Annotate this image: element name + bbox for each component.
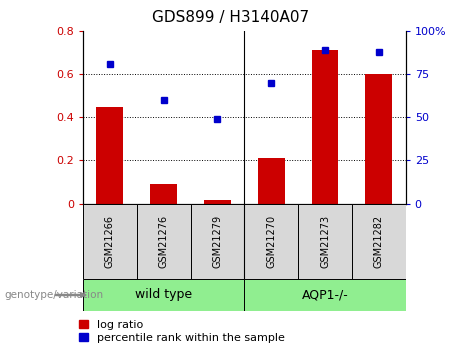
Bar <box>137 204 190 279</box>
Bar <box>258 158 284 204</box>
Bar <box>83 279 244 311</box>
Text: AQP1-/-: AQP1-/- <box>301 288 349 302</box>
Bar <box>244 204 298 279</box>
Text: genotype/variation: genotype/variation <box>5 290 104 300</box>
Legend: log ratio, percentile rank within the sample: log ratio, percentile rank within the sa… <box>79 319 285 343</box>
Bar <box>190 204 244 279</box>
Text: GSM21276: GSM21276 <box>159 215 169 268</box>
Bar <box>204 200 231 204</box>
Bar <box>352 204 406 279</box>
Text: GSM21266: GSM21266 <box>105 215 115 268</box>
Bar <box>96 107 123 204</box>
Bar <box>365 74 392 204</box>
Bar <box>244 279 406 311</box>
Bar <box>312 50 338 204</box>
Text: GSM21273: GSM21273 <box>320 215 330 268</box>
Text: GSM21279: GSM21279 <box>213 215 223 268</box>
Text: GSM21270: GSM21270 <box>266 215 276 268</box>
Bar <box>298 204 352 279</box>
Text: GSM21282: GSM21282 <box>374 215 384 268</box>
Bar <box>83 204 137 279</box>
Bar <box>150 184 177 204</box>
Text: GDS899 / H3140A07: GDS899 / H3140A07 <box>152 10 309 25</box>
Text: wild type: wild type <box>135 288 192 302</box>
